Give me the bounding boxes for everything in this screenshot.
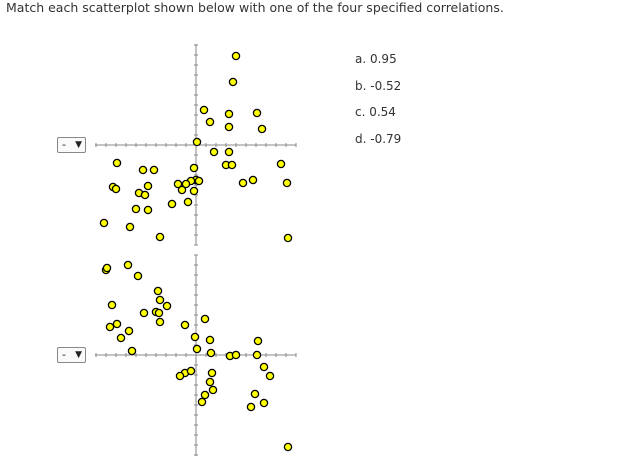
data-point — [189, 186, 199, 196]
data-point — [124, 326, 134, 336]
data-point — [125, 222, 135, 232]
data-point — [238, 178, 248, 188]
data-point — [177, 185, 187, 195]
option-d: d. -0.79 — [355, 132, 402, 147]
data-point — [259, 362, 269, 372]
data-point — [99, 218, 109, 228]
data-point — [283, 233, 293, 243]
data-point — [192, 137, 202, 147]
data-point — [190, 332, 200, 342]
data-point — [231, 51, 241, 61]
data-point — [224, 147, 234, 157]
data-point — [206, 348, 216, 358]
data-point — [197, 397, 207, 407]
data-point — [276, 159, 286, 169]
data-point — [155, 295, 165, 305]
correlation-select-2[interactable]: - ▼ — [57, 347, 86, 363]
data-point — [186, 366, 196, 376]
data-point — [189, 163, 199, 173]
data-point — [154, 308, 164, 318]
data-point — [111, 184, 121, 194]
data-point — [116, 333, 126, 343]
data-point — [200, 390, 210, 400]
data-point — [257, 124, 267, 134]
data-point — [127, 346, 137, 356]
data-point — [138, 165, 148, 175]
data-point — [227, 160, 237, 170]
scatterplot-2-points — [101, 260, 293, 452]
data-point — [149, 165, 159, 175]
chevron-down-icon: ▼ — [75, 350, 82, 360]
data-point — [282, 178, 292, 188]
option-c: c. 0.54 — [355, 105, 396, 120]
option-b: b. -0.52 — [355, 78, 402, 93]
option-a: a. 0.95 — [355, 52, 397, 66]
data-point — [208, 385, 218, 395]
data-point — [194, 176, 204, 186]
data-point — [224, 122, 234, 132]
data-point — [228, 77, 238, 87]
data-point — [143, 181, 153, 191]
data-point — [143, 205, 153, 215]
data-point — [265, 371, 275, 381]
data-point — [252, 108, 262, 118]
data-point — [283, 442, 293, 452]
data-point — [205, 335, 215, 345]
data-point — [153, 286, 163, 296]
data-point — [253, 336, 263, 346]
chevron-down-icon: ▼ — [75, 140, 82, 150]
data-point — [248, 175, 258, 185]
data-point — [205, 117, 215, 127]
data-point — [140, 190, 150, 200]
data-point — [167, 199, 177, 209]
data-point — [175, 371, 185, 381]
answer-options: a. 0.95 b. -0.52 c. 0.54 d. -0.79 — [355, 52, 401, 159]
data-point — [246, 402, 256, 412]
correlation-select-1[interactable]: - ▼ — [57, 137, 86, 153]
data-point — [180, 320, 190, 330]
scatterplot-1-ticks — [95, 44, 297, 246]
data-point — [259, 398, 269, 408]
data-point — [252, 350, 262, 360]
data-point — [224, 109, 234, 119]
data-point — [107, 300, 117, 310]
data-point — [183, 197, 193, 207]
scatterplot-2-axes — [95, 255, 296, 456]
data-point — [231, 350, 241, 360]
data-point — [155, 317, 165, 327]
data-point — [112, 158, 122, 168]
data-point — [123, 260, 133, 270]
data-point — [200, 314, 210, 324]
data-point — [199, 105, 209, 115]
data-point — [162, 301, 172, 311]
select-value: - — [62, 138, 66, 151]
data-point — [207, 368, 217, 378]
instructions-text: Match each scatterplot shown below with … — [6, 0, 504, 15]
scatterplot-2-ticks — [95, 254, 297, 456]
data-point — [155, 232, 165, 242]
data-point — [102, 263, 112, 273]
data-point — [192, 344, 202, 354]
data-point — [181, 179, 191, 189]
data-point — [112, 319, 122, 329]
data-point — [173, 179, 183, 189]
data-point — [131, 204, 141, 214]
data-point — [133, 271, 143, 281]
select-value: - — [62, 348, 66, 361]
data-point — [139, 308, 149, 318]
scatterplot-1-points — [99, 51, 293, 243]
data-point — [250, 389, 260, 399]
data-point — [205, 377, 215, 387]
data-point — [105, 322, 115, 332]
data-point — [209, 147, 219, 157]
